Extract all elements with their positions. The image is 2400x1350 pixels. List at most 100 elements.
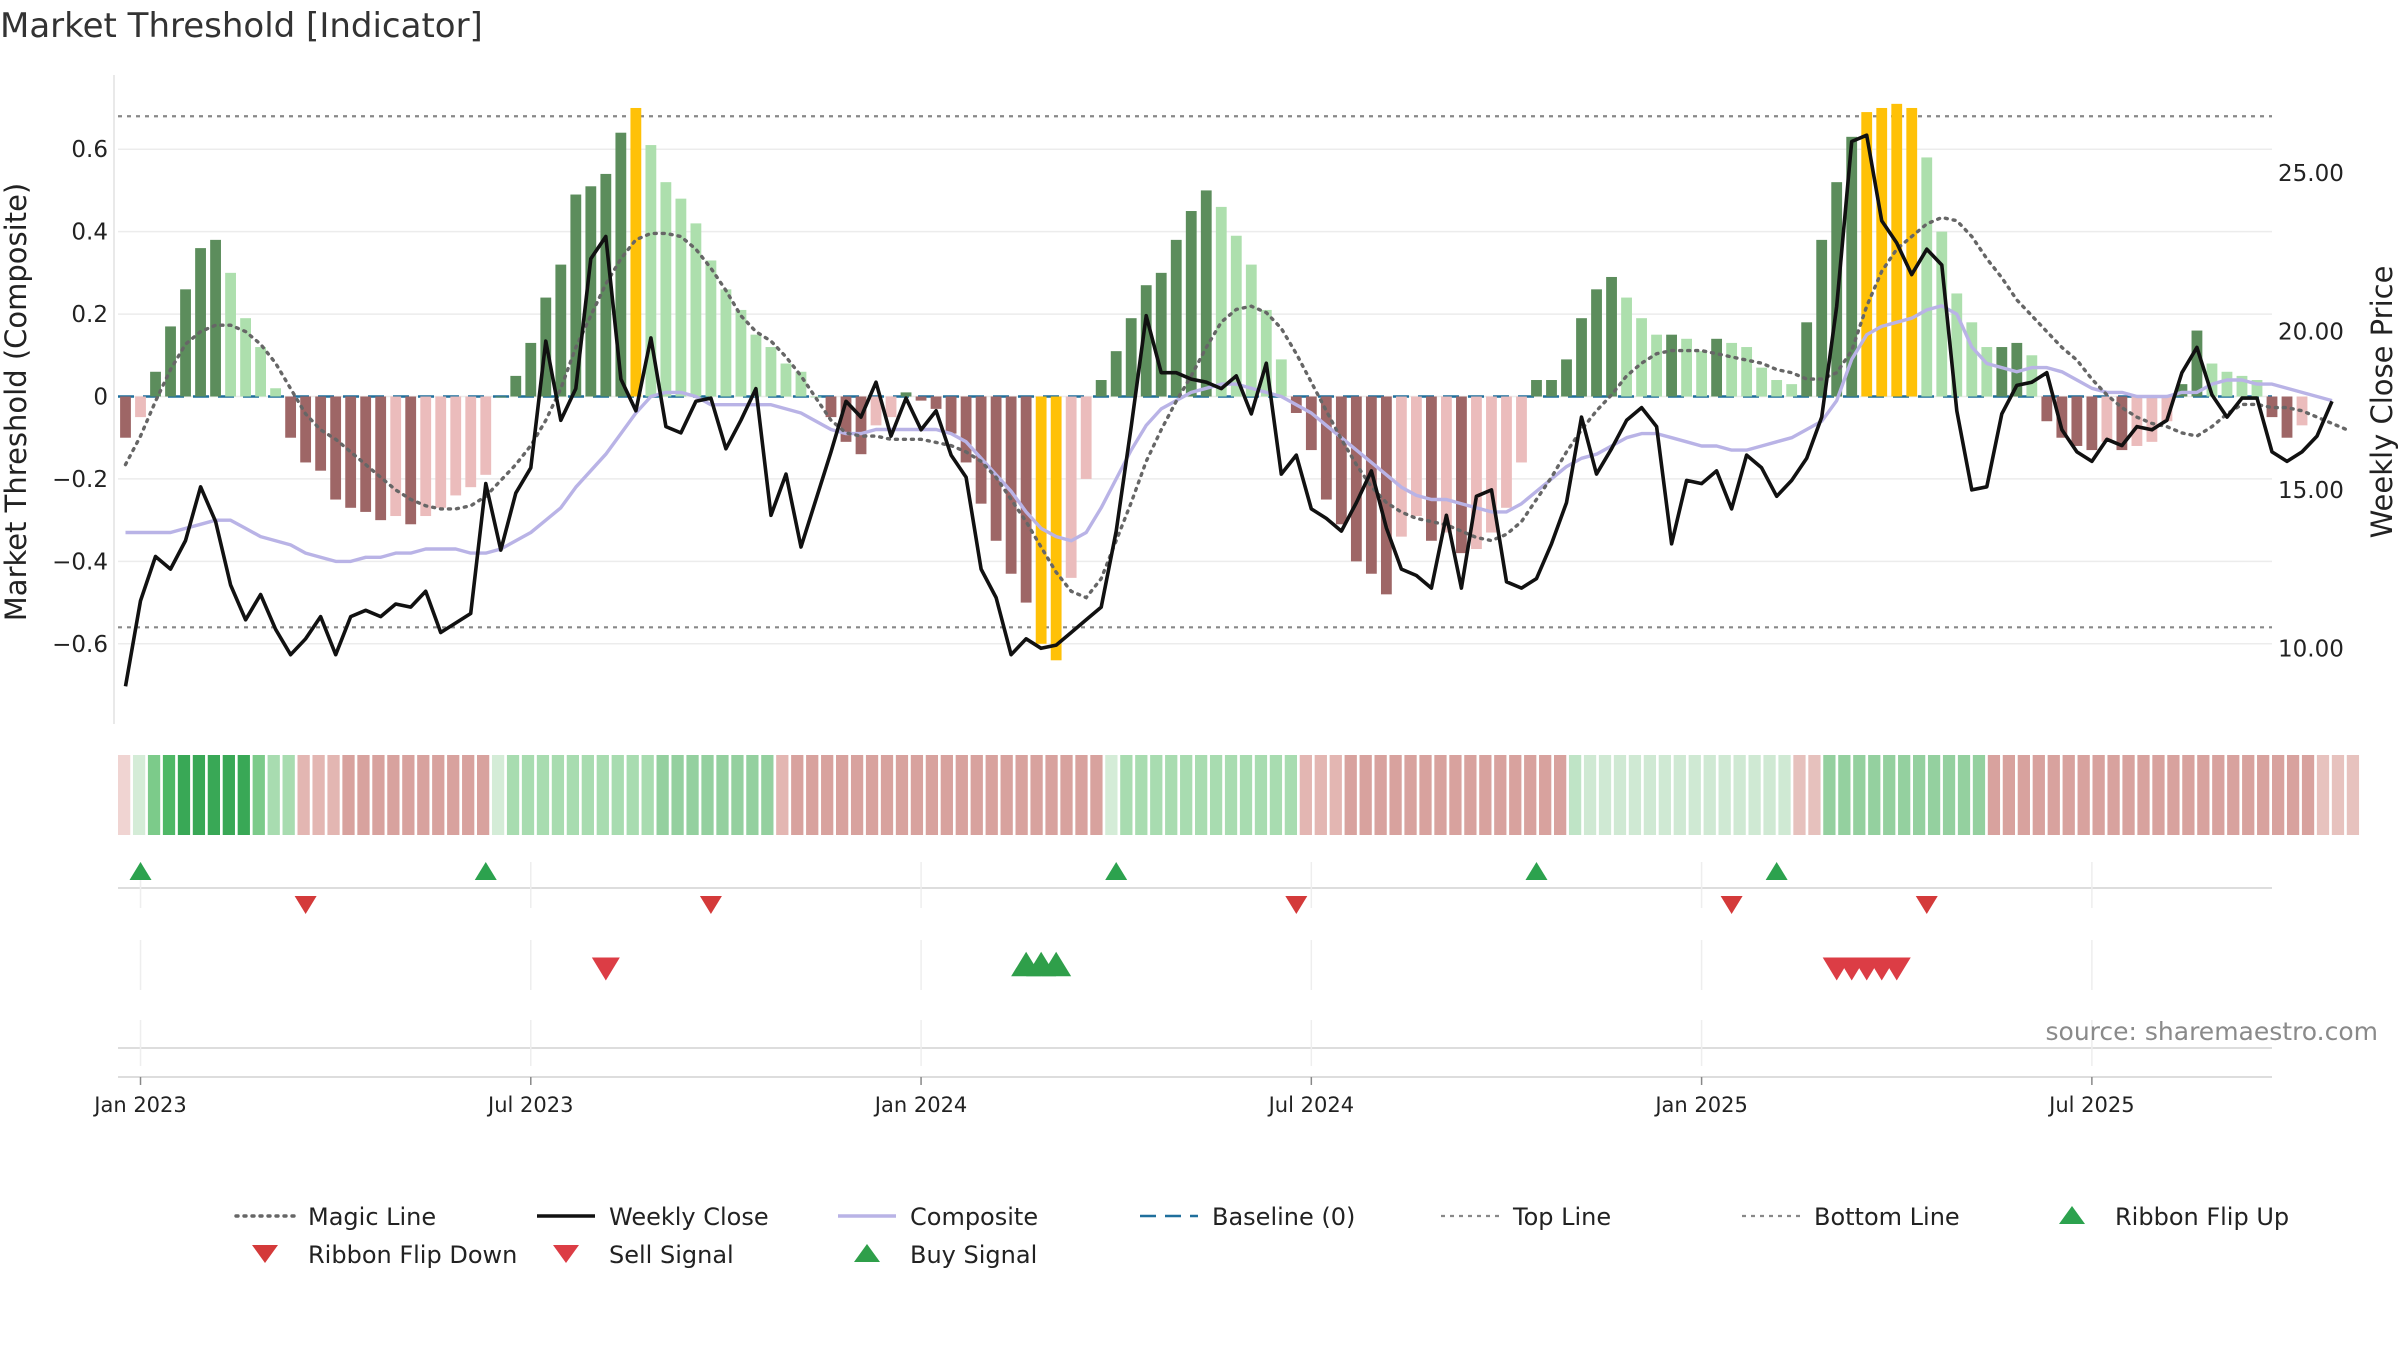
bar-week-48: [840, 396, 852, 442]
legend-item-ribbon-flip-up: Ribbon Flip Up: [2059, 1203, 2289, 1231]
bar-week-0: [120, 396, 131, 438]
ribbon-week-44: [776, 755, 789, 835]
ribbon-week-16: [357, 755, 370, 835]
ribbon-flip-down-0: [294, 895, 317, 915]
ribbon-week-14: [327, 755, 340, 835]
ribbon-week-6: [207, 755, 221, 835]
ribbon-week-137: [2167, 755, 2180, 835]
ribbon-week-63: [1060, 755, 1073, 835]
ribbon-week-48: [836, 755, 849, 835]
ribbon-week-148: [2331, 755, 2345, 835]
ribbon-week-128: [2032, 755, 2045, 835]
legend-item-weekly-close: Weekly Close: [537, 1203, 769, 1231]
bar-week-85: [1395, 396, 1407, 537]
legend-item-sell-signal: Sell Signal: [553, 1241, 734, 1269]
bar-week-57: [975, 396, 987, 504]
ribbon-week-139: [2197, 755, 2210, 835]
ribbon-week-13: [312, 755, 325, 835]
ribbon-week-46: [806, 755, 819, 835]
legend-label: Magic Line: [308, 1203, 436, 1231]
ribbon-week-122: [1942, 755, 1956, 835]
ribbon-week-99: [1598, 755, 1612, 835]
signal-panels: [118, 861, 2272, 1078]
ribbon-week-101: [1628, 755, 1642, 835]
chart-title: Market Threshold [Indicator]: [0, 6, 483, 46]
bar-week-54: [930, 396, 942, 409]
bar-week-25: [495, 396, 507, 398]
ribbon-week-121: [1927, 755, 1941, 835]
bar-week-79: [1305, 396, 1317, 451]
ribbon-week-56: [955, 755, 968, 835]
bar-week-15: [345, 396, 357, 508]
legend-label: Ribbon Flip Up: [2115, 1203, 2289, 1231]
buy-signal-2: [1041, 951, 1072, 977]
bar-week-143: [2266, 396, 2278, 418]
ribbon-week-68: [1135, 755, 1148, 835]
bar-week-109: [1756, 367, 1768, 397]
bar-week-33: [615, 132, 627, 397]
bar-week-59: [1005, 396, 1017, 574]
bar-week-52: [900, 392, 912, 397]
bar-week-75: [1245, 264, 1257, 397]
bar-week-106: [1711, 338, 1723, 397]
bar-week-40: [720, 289, 732, 397]
ribbon-week-54: [925, 755, 939, 835]
ribbon-week-61: [1030, 755, 1043, 835]
ribbon-week-108: [1733, 755, 1746, 835]
ribbon-week-79: [1299, 755, 1312, 835]
ribbon-week-71: [1180, 755, 1193, 835]
bar-week-121: [1936, 231, 1948, 397]
ribbon-week-98: [1583, 755, 1597, 835]
left-tick-0: 0.6: [71, 137, 108, 163]
series-lines: [123, 133, 2349, 687]
legend-label: Sell Signal: [609, 1241, 734, 1269]
right-tick-0: 25.00: [2278, 161, 2344, 187]
legend-swatch: [553, 1245, 579, 1263]
bar-week-87: [1426, 396, 1437, 541]
bar-week-77: [1275, 359, 1287, 397]
bar-week-96: [1561, 359, 1572, 397]
bar-week-135: [2146, 396, 2158, 442]
bar-week-81: [1335, 396, 1347, 525]
ribbon-week-107: [1718, 755, 1731, 835]
left-tick-3: 0: [93, 385, 108, 411]
ribbon-flip-down-4: [1915, 895, 1938, 915]
ribbon-week-58: [985, 755, 998, 835]
bar-week-8: [240, 318, 251, 397]
bar-week-111: [1786, 384, 1798, 397]
bar-week-76: [1260, 309, 1272, 397]
bar-week-142: [2251, 380, 2263, 397]
bar-week-110: [1771, 380, 1783, 397]
bar-week-7: [225, 272, 236, 397]
bar-week-115: [1846, 136, 1858, 397]
ribbon-week-120: [1913, 755, 1926, 835]
ribbon-week-47: [821, 755, 834, 835]
ribbon-week-3: [162, 755, 176, 835]
bar-week-73: [1215, 206, 1227, 397]
x-tick-label-5: Jul 2025: [2047, 1093, 2134, 1117]
left-tick-2: 0.2: [71, 302, 108, 328]
ribbon-week-72: [1195, 755, 1208, 835]
legend-item-baseline-0: Baseline (0): [1140, 1203, 1355, 1231]
ribbon-week-116: [1853, 755, 1866, 835]
ribbon-week-149: [2346, 755, 2360, 835]
ribbon-week-33: [611, 755, 624, 835]
ribbon-week-8: [237, 755, 250, 835]
ribbon-week-65: [1090, 755, 1103, 835]
bar-week-92: [1501, 396, 1512, 508]
bar-week-31: [585, 186, 597, 397]
bar-week-105: [1696, 351, 1708, 397]
bar-week-130: [2071, 396, 2083, 446]
ribbon-week-37: [671, 755, 684, 835]
bar-week-113: [1816, 239, 1828, 397]
legend-label: Weekly Close: [609, 1203, 769, 1231]
ribbon-week-76: [1254, 755, 1268, 835]
ribbon-week-11: [282, 755, 295, 835]
ribbon-week-18: [387, 755, 400, 835]
bar-week-100: [1621, 297, 1632, 397]
bar-week-140: [2221, 371, 2233, 397]
ribbon-week-19: [402, 755, 415, 835]
bar-week-42: [750, 334, 762, 397]
ribbon-week-4: [177, 755, 191, 835]
